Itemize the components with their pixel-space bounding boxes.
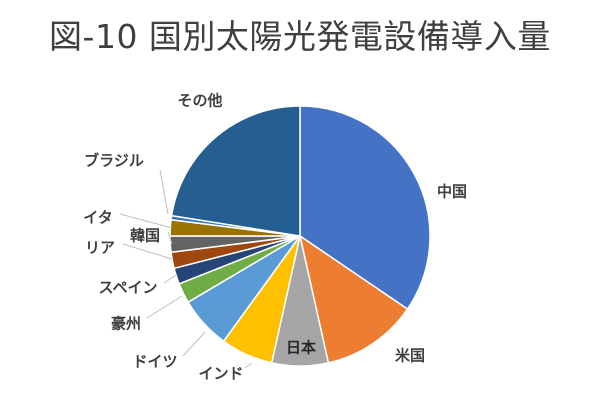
leader-line-8 [167, 231, 173, 245]
pie-slice-0 [299, 105, 431, 311]
pie-slice-1 [298, 234, 409, 364]
leader-line-3 [244, 362, 253, 369]
slice-label-8: 韓国 [130, 227, 160, 245]
leader-line-10 [159, 169, 169, 215]
slice-label-2: 日本 [286, 339, 316, 357]
slice-label-9: イタ [83, 209, 112, 227]
pie-slices [169, 105, 431, 367]
slice-label-4: ドイツ [132, 353, 177, 371]
slice-label-3: インド [198, 365, 243, 383]
chart-title: 図-10 国別太陽光発電設備導入量 [49, 17, 551, 56]
leader-line-9 [119, 213, 173, 229]
slice-label-5: 豪州 [111, 315, 141, 333]
pie-slice-11 [170, 105, 301, 237]
slice-label-10: ブラジル [84, 152, 144, 170]
slice-label-0: 中国 [437, 183, 467, 201]
slice-label-7: リア [85, 239, 115, 257]
leader-line-6 [163, 274, 177, 284]
slice-label-11: その他 [177, 92, 222, 110]
leader-line-5 [146, 295, 183, 319]
leader-line-4 [182, 331, 206, 357]
leader-lines [119, 169, 253, 369]
slice-label-6: スペイン [99, 279, 158, 297]
leader-line-7 [122, 243, 173, 260]
slice-label-1: 米国 [395, 347, 425, 365]
